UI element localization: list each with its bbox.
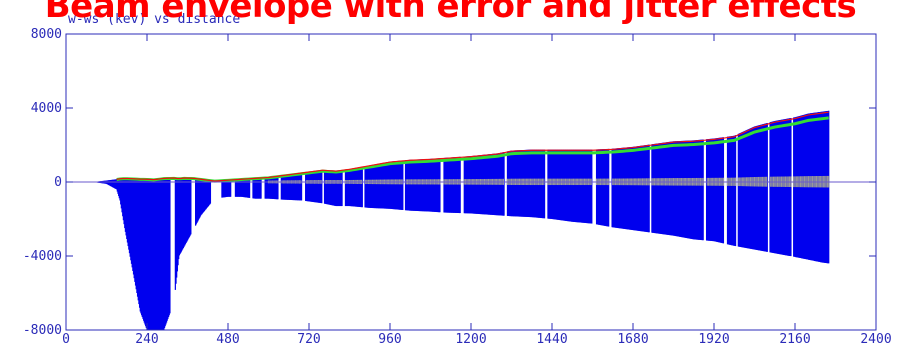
x-tick-label: 720 (297, 332, 320, 346)
x-tick-label: 0 (62, 332, 70, 346)
y-tick-label: 8000 (31, 27, 62, 42)
y-tick-label: -8000 (23, 323, 62, 338)
y-tick-label: 0 (54, 175, 62, 190)
x-tick-label: 2160 (779, 332, 810, 346)
error-band-red (116, 111, 829, 182)
plot-title: w-ws (kev) vs distance (68, 12, 240, 27)
x-tick-label: 480 (216, 332, 239, 346)
slide-title: Beam envelope with error and jitter effe… (44, 0, 857, 26)
x-tick-label: 240 (135, 332, 158, 346)
chart-marks (93, 110, 830, 330)
chart-axes: 0 240 480 720 960 1200 1440 1680 1920 2160 2400 800… (23, 27, 892, 346)
x-tick-label: 1440 (536, 332, 567, 346)
x-tick-label: 1680 (617, 332, 648, 346)
x-tick-label: 2400 (860, 332, 891, 346)
y-tick-label: -4000 (23, 249, 62, 264)
x-tick-label: 1920 (698, 332, 729, 346)
y-tick-label: 4000 (31, 101, 62, 116)
x-tick-label: 960 (378, 332, 401, 346)
x-tick-label: 1200 (455, 332, 486, 346)
